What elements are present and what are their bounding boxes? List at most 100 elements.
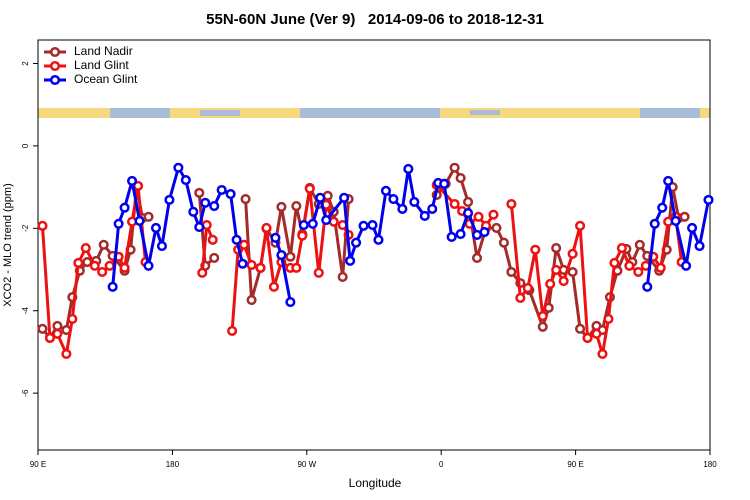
point — [113, 218, 124, 229]
point — [367, 219, 378, 231]
point — [439, 178, 450, 189]
point — [419, 210, 430, 221]
point — [307, 218, 318, 229]
point — [246, 294, 257, 306]
y-tick-label: -6 — [21, 389, 30, 397]
point — [164, 194, 175, 205]
point — [270, 232, 281, 243]
x-tick-label: 180 — [703, 460, 717, 469]
point — [227, 325, 238, 336]
chart-title: 55N-60N June (Ver 9) 2014-09-06 to 2018-… — [206, 11, 544, 28]
point — [449, 198, 460, 210]
y-tick-label: -4 — [21, 307, 30, 315]
point — [522, 283, 533, 294]
point — [670, 215, 681, 226]
point — [373, 234, 384, 245]
point — [530, 244, 541, 255]
point — [694, 240, 705, 252]
point — [575, 323, 586, 334]
point — [246, 259, 257, 271]
point — [127, 175, 138, 186]
point — [98, 239, 109, 250]
point — [551, 243, 562, 254]
ocean-patch — [300, 108, 440, 118]
point — [304, 183, 315, 194]
point — [703, 194, 714, 205]
ocean-patch — [470, 110, 500, 115]
point — [285, 251, 296, 262]
point — [449, 162, 460, 173]
point — [188, 206, 199, 217]
y-tick-label: 0 — [21, 143, 30, 148]
point — [397, 203, 408, 214]
legend-label: Land Glint — [74, 58, 129, 72]
point — [567, 266, 578, 278]
point — [488, 209, 499, 220]
point — [291, 262, 302, 273]
point — [197, 267, 208, 278]
point — [358, 220, 369, 231]
point — [624, 260, 635, 271]
point — [37, 220, 48, 231]
point — [663, 175, 674, 186]
y-tick-label: 2 — [21, 61, 30, 66]
point — [337, 271, 348, 282]
point — [471, 252, 483, 264]
point — [291, 201, 302, 212]
plot-frame — [37, 39, 711, 451]
point — [597, 348, 608, 360]
point — [616, 243, 627, 254]
point — [473, 211, 484, 222]
point — [240, 194, 251, 205]
point — [545, 278, 556, 289]
point — [156, 240, 167, 252]
point — [150, 222, 162, 233]
point — [231, 234, 242, 245]
point — [515, 292, 526, 303]
point — [409, 196, 420, 207]
point — [551, 264, 562, 275]
point — [216, 184, 227, 196]
point — [180, 175, 191, 186]
point — [61, 348, 72, 360]
point — [173, 162, 184, 173]
point — [567, 248, 578, 259]
point — [491, 222, 502, 233]
point — [633, 266, 644, 278]
point — [388, 194, 399, 205]
y-tick-label: -2 — [21, 224, 30, 232]
point — [209, 201, 220, 212]
point — [194, 222, 205, 233]
x-tick-label: 0 — [439, 460, 444, 469]
ocean-patch — [200, 110, 240, 116]
legend-marker — [49, 46, 61, 58]
point — [52, 328, 63, 339]
point — [455, 172, 466, 184]
point — [89, 260, 100, 271]
point — [345, 255, 356, 266]
point — [463, 208, 474, 219]
point — [313, 267, 324, 278]
point — [276, 250, 287, 261]
point — [649, 218, 660, 229]
point — [479, 226, 490, 238]
point — [37, 323, 48, 334]
point — [104, 260, 115, 271]
point — [82, 257, 93, 268]
point — [681, 260, 692, 271]
point — [143, 211, 154, 222]
point — [80, 243, 91, 254]
point — [427, 203, 438, 214]
point — [97, 266, 108, 278]
point — [119, 202, 130, 213]
point — [315, 192, 326, 203]
point — [237, 258, 248, 269]
point — [261, 222, 272, 233]
point — [73, 257, 84, 268]
x-tick-label: 180 — [166, 460, 180, 469]
x-axis-label: Longitude — [349, 476, 402, 490]
point — [634, 239, 645, 250]
point — [582, 332, 593, 343]
point — [351, 237, 362, 248]
